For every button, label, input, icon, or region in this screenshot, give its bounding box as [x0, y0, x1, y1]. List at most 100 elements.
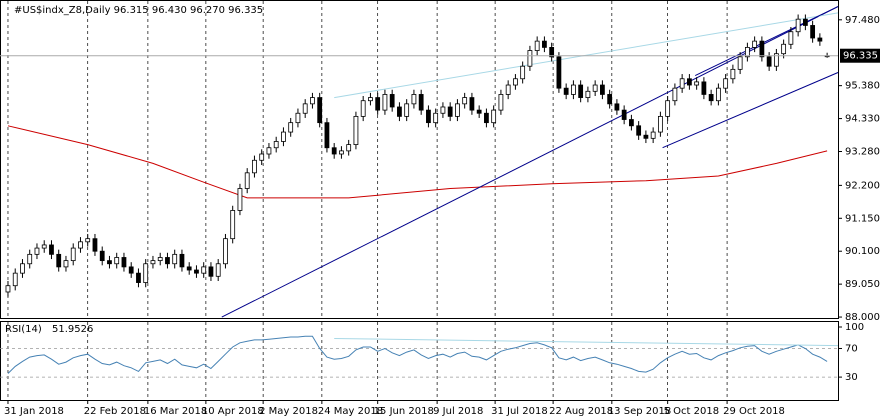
candle-body — [34, 247, 40, 255]
candle-body — [563, 87, 569, 95]
candle-body — [621, 109, 627, 120]
rsi-value: 51.9526 — [52, 324, 93, 335]
trend-line — [221, 6, 839, 318]
candle-body — [715, 87, 721, 102]
candle-body — [143, 263, 149, 283]
candle-body — [527, 50, 533, 67]
x-tick-label: 15 Jun 2018 — [374, 406, 434, 417]
candle-body — [549, 47, 555, 58]
candle-body — [136, 272, 141, 283]
candle-body — [462, 97, 468, 105]
x-tick-label: 2 May 2018 — [259, 406, 318, 417]
candle-body — [317, 97, 323, 124]
candle-body — [353, 115, 359, 146]
candle-body — [556, 56, 562, 89]
candle-body — [795, 18, 801, 33]
candle-body — [63, 260, 69, 268]
candle-body — [150, 260, 156, 265]
candle-body — [505, 84, 511, 95]
candle-body — [723, 78, 729, 89]
candle-body — [5, 285, 11, 293]
candle-body — [404, 103, 410, 117]
candle-body — [78, 241, 83, 249]
candle-body — [694, 81, 700, 86]
candle-body — [788, 31, 794, 45]
candle-body — [397, 106, 402, 117]
candle-body — [165, 257, 170, 265]
candle-body — [368, 97, 373, 102]
candle-body — [600, 84, 605, 95]
candle-body — [672, 87, 678, 102]
candle-body — [157, 257, 163, 262]
y-tick-label: 92.200 — [845, 180, 880, 191]
candle-body — [92, 238, 98, 252]
candle-body — [194, 269, 199, 274]
candle-body — [810, 25, 816, 39]
y-tick-label: 90.100 — [845, 246, 880, 257]
y-tick-label: 70 — [845, 343, 858, 354]
candle-body — [70, 247, 76, 262]
price-panel — [0, 0, 839, 319]
candle-body — [571, 84, 576, 95]
candle-body — [476, 109, 482, 114]
candle-body — [172, 253, 178, 265]
candle-body — [339, 150, 344, 155]
y-tick-label: 94.330 — [845, 114, 880, 125]
current-price-label: 96.335 — [843, 51, 878, 62]
candle-body — [679, 78, 685, 89]
candle-body — [643, 134, 649, 139]
candle-body — [498, 94, 504, 111]
candle-body — [433, 112, 439, 124]
candle-body — [208, 266, 214, 277]
chart-title: #US$indx_Z8,Daily 96.315 96.430 96.270 9… — [14, 5, 263, 16]
candle-body — [455, 103, 460, 117]
y-tick-label: 97.480 — [845, 15, 880, 26]
y-tick-label: 95.380 — [845, 81, 880, 92]
candle-body — [252, 159, 257, 174]
candle-body — [382, 94, 388, 111]
candle-body — [12, 272, 18, 287]
candle-body — [302, 103, 308, 114]
candle-body — [295, 112, 301, 124]
candle-body — [49, 244, 54, 255]
candle-body — [331, 147, 337, 155]
candle-body — [491, 109, 497, 124]
candle-body — [121, 257, 127, 268]
candle-body — [128, 266, 134, 274]
y-tick-label: 93.280 — [845, 147, 880, 158]
candle-body — [730, 68, 736, 80]
candle-body — [201, 266, 207, 274]
candle-body — [469, 97, 475, 111]
candle-body — [114, 257, 120, 265]
candle-body — [186, 266, 192, 271]
candle-body — [658, 115, 663, 133]
candle-body — [542, 40, 547, 48]
candle-body — [686, 78, 692, 86]
x-tick-label: 31 Jan 2018 — [4, 406, 64, 417]
x-tick-label: 22 Aug 2018 — [549, 406, 613, 417]
candle-body — [534, 40, 540, 51]
candle-body — [259, 153, 265, 161]
candle-body — [179, 253, 185, 268]
candle-body — [273, 141, 279, 149]
current-price-box — [840, 48, 880, 63]
candle-body — [781, 43, 787, 55]
candle-body — [802, 18, 808, 26]
candle-body — [266, 147, 272, 155]
candle-body — [708, 94, 714, 102]
candle-body — [484, 112, 489, 124]
moving-average — [7, 125, 828, 199]
y-tick-label: 88.000 — [845, 312, 880, 323]
candle-body — [513, 78, 518, 86]
candle-body — [375, 97, 381, 111]
candle-body — [288, 122, 294, 133]
candle-body — [665, 100, 671, 117]
candle-body — [41, 244, 47, 249]
y-tick-label: 30 — [845, 372, 858, 383]
candle-body — [99, 250, 105, 262]
candle-body — [20, 263, 25, 274]
candle-body — [766, 56, 772, 67]
candle-body — [237, 188, 243, 211]
candle-body — [281, 131, 286, 142]
